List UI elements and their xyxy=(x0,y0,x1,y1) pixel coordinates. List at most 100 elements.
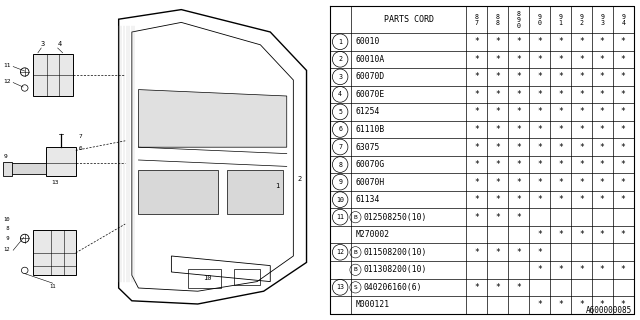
Text: 012508250(10): 012508250(10) xyxy=(364,213,427,222)
Text: *: * xyxy=(516,195,521,204)
Text: 3: 3 xyxy=(338,74,342,80)
Text: *: * xyxy=(579,265,584,274)
Text: *: * xyxy=(621,90,626,99)
Text: 63075: 63075 xyxy=(355,142,380,151)
Text: *: * xyxy=(516,283,521,292)
Bar xyxy=(33,54,72,96)
Text: *: * xyxy=(558,55,563,64)
Text: *: * xyxy=(621,72,626,81)
Text: *: * xyxy=(579,160,584,169)
Text: 6: 6 xyxy=(79,146,83,151)
Text: *: * xyxy=(474,248,479,257)
Text: *: * xyxy=(537,265,542,274)
Text: 9: 9 xyxy=(338,179,342,185)
Text: *: * xyxy=(621,55,626,64)
Text: *: * xyxy=(516,55,521,64)
Text: 13: 13 xyxy=(51,180,59,185)
Text: *: * xyxy=(516,178,521,187)
Text: *: * xyxy=(516,213,521,222)
Text: *: * xyxy=(600,265,605,274)
Text: *: * xyxy=(621,160,626,169)
Text: *: * xyxy=(495,72,500,81)
Text: 4: 4 xyxy=(57,41,61,47)
Text: *: * xyxy=(474,90,479,99)
Text: *: * xyxy=(579,230,584,239)
Text: 9
0: 9 0 xyxy=(538,14,541,26)
Text: S: S xyxy=(353,285,357,290)
Text: B: B xyxy=(353,215,357,220)
Text: *: * xyxy=(474,108,479,116)
Text: *: * xyxy=(516,108,521,116)
Text: 12: 12 xyxy=(3,79,11,84)
Text: *: * xyxy=(558,300,563,309)
Text: *: * xyxy=(474,72,479,81)
Text: 11: 11 xyxy=(49,284,56,289)
Text: 9
4: 9 4 xyxy=(621,14,625,26)
Text: *: * xyxy=(495,283,500,292)
Text: *: * xyxy=(558,90,563,99)
Text: 10: 10 xyxy=(3,217,10,222)
Text: *: * xyxy=(600,72,605,81)
Text: 2: 2 xyxy=(338,56,342,62)
Text: *: * xyxy=(495,108,500,116)
Text: *: * xyxy=(558,37,563,46)
Text: 61254: 61254 xyxy=(355,108,380,116)
Text: *: * xyxy=(558,265,563,274)
Text: *: * xyxy=(537,195,542,204)
Text: 9: 9 xyxy=(3,155,7,159)
Text: *: * xyxy=(495,160,500,169)
Text: *: * xyxy=(579,142,584,151)
Text: 040206160(6): 040206160(6) xyxy=(364,283,422,292)
Text: *: * xyxy=(558,195,563,204)
Text: 8: 8 xyxy=(3,227,10,231)
Text: 13: 13 xyxy=(336,284,344,290)
Text: *: * xyxy=(495,37,500,46)
Text: *: * xyxy=(621,300,626,309)
Polygon shape xyxy=(138,90,287,147)
Text: *: * xyxy=(600,90,605,99)
Text: *: * xyxy=(516,37,521,46)
Text: 9
1: 9 1 xyxy=(559,14,563,26)
Text: 8: 8 xyxy=(338,162,342,168)
Text: *: * xyxy=(558,230,563,239)
Text: *: * xyxy=(600,142,605,151)
Text: *: * xyxy=(537,160,542,169)
Text: *: * xyxy=(579,125,584,134)
Text: *: * xyxy=(579,108,584,116)
Text: 9: 9 xyxy=(3,236,10,241)
Text: 61110B: 61110B xyxy=(355,125,385,134)
Text: 60010A: 60010A xyxy=(355,55,385,64)
Text: *: * xyxy=(600,108,605,116)
Text: *: * xyxy=(474,160,479,169)
Text: *: * xyxy=(516,90,521,99)
Text: *: * xyxy=(600,230,605,239)
Text: *: * xyxy=(474,37,479,46)
Text: *: * xyxy=(558,142,563,151)
Text: *: * xyxy=(474,55,479,64)
Text: *: * xyxy=(516,248,521,257)
Text: *: * xyxy=(621,125,626,134)
Text: *: * xyxy=(537,300,542,309)
Text: 8
9
0: 8 9 0 xyxy=(516,11,521,29)
Text: 8
8: 8 8 xyxy=(496,14,500,26)
Text: 7: 7 xyxy=(338,144,342,150)
Text: 12: 12 xyxy=(336,249,344,255)
Text: *: * xyxy=(537,72,542,81)
Text: 60070D: 60070D xyxy=(355,72,385,81)
Text: *: * xyxy=(537,108,542,116)
Text: *: * xyxy=(474,142,479,151)
Text: *: * xyxy=(474,178,479,187)
Bar xyxy=(46,147,76,176)
Text: *: * xyxy=(537,125,542,134)
Text: *: * xyxy=(558,160,563,169)
Text: *: * xyxy=(495,195,500,204)
Text: A600000085: A600000085 xyxy=(586,306,632,315)
Text: 6: 6 xyxy=(338,126,342,132)
Text: *: * xyxy=(621,142,626,151)
Text: *: * xyxy=(579,55,584,64)
Text: *: * xyxy=(537,142,542,151)
Text: *: * xyxy=(537,230,542,239)
Text: 3: 3 xyxy=(41,41,45,47)
Text: *: * xyxy=(537,90,542,99)
Text: *: * xyxy=(537,55,542,64)
